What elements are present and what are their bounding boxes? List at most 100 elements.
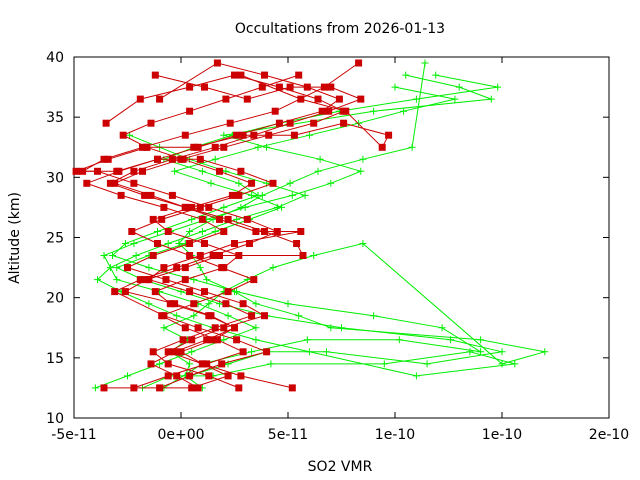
data-point-square xyxy=(83,179,91,187)
data-point-plus xyxy=(284,300,292,308)
data-point-square xyxy=(179,336,187,344)
data-point-plus xyxy=(288,191,296,199)
data-point-plus xyxy=(380,360,388,368)
series-occultation-k xyxy=(83,59,343,392)
data-point-square xyxy=(286,83,294,91)
series-line xyxy=(162,62,545,389)
data-point-square xyxy=(72,167,80,175)
data-point-square xyxy=(216,215,223,223)
data-point-plus xyxy=(220,203,228,211)
data-point-plus xyxy=(205,300,213,308)
data-point-square xyxy=(188,336,196,344)
data-point-square xyxy=(233,131,241,139)
data-point-square xyxy=(164,372,172,380)
data-point-square xyxy=(173,264,181,272)
data-point-plus xyxy=(132,252,140,259)
data-point-plus xyxy=(447,336,455,344)
data-point-square xyxy=(222,95,230,103)
data-point-square xyxy=(209,336,217,344)
data-point-square xyxy=(194,143,202,151)
data-point-square xyxy=(220,228,228,235)
data-point-square xyxy=(216,167,223,175)
data-point-plus xyxy=(188,215,196,223)
data-point-square xyxy=(102,119,110,127)
y-tick-label: 20 xyxy=(46,291,64,307)
data-point-square xyxy=(233,336,241,344)
data-point-square xyxy=(186,107,194,115)
data-point-square xyxy=(239,300,247,308)
data-point-square xyxy=(224,215,232,223)
data-point-square xyxy=(194,384,202,392)
data-point-square xyxy=(147,360,155,368)
data-point-square xyxy=(177,348,185,356)
data-point-plus xyxy=(145,264,153,272)
data-point-plus xyxy=(211,155,219,163)
data-point-plus xyxy=(220,336,228,344)
data-point-plus xyxy=(327,324,335,332)
data-point-square xyxy=(310,119,318,127)
data-point-square xyxy=(286,119,294,127)
data-point-plus xyxy=(316,155,324,163)
data-point-square xyxy=(275,119,283,127)
data-point-square xyxy=(188,203,196,211)
data-point-plus xyxy=(400,107,408,115)
data-point-plus xyxy=(160,324,168,332)
plot-area: -5e-11 0e+00 5e-11 1e-10 1e-10 2e-10 10 15 20 25 3… xyxy=(46,50,629,443)
data-point-plus xyxy=(466,348,474,356)
data-point-plus xyxy=(421,59,429,67)
data-point-square xyxy=(250,276,258,284)
data-point-plus xyxy=(359,240,367,247)
data-point-square xyxy=(186,252,194,259)
data-point-plus xyxy=(310,252,318,259)
data-point-square xyxy=(160,203,168,211)
data-point-plus xyxy=(164,240,172,247)
data-point-square xyxy=(235,384,243,392)
data-point-plus xyxy=(109,252,116,259)
data-point-plus xyxy=(154,228,161,235)
data-point-plus xyxy=(278,203,286,211)
data-point-plus xyxy=(286,179,294,187)
data-point-plus xyxy=(477,336,485,344)
data-point-square xyxy=(275,83,283,91)
data-point-square xyxy=(94,167,101,175)
data-point-square xyxy=(186,372,194,380)
data-point-square xyxy=(151,71,159,79)
data-point-square xyxy=(231,240,238,247)
data-point-plus xyxy=(207,179,215,187)
x-tick-label: 5e-11 xyxy=(268,427,308,443)
data-point-square xyxy=(203,336,211,344)
data-point-square xyxy=(213,336,221,344)
data-point-square xyxy=(147,119,155,127)
data-point-plus xyxy=(248,348,256,356)
data-point-square xyxy=(111,288,119,296)
data-point-plus xyxy=(190,312,198,320)
x-tick-label: -5e-11 xyxy=(51,427,96,443)
y-tick-label: 10 xyxy=(46,411,64,427)
series-occultation-j xyxy=(102,71,348,392)
data-point-square xyxy=(196,252,204,259)
data-point-square xyxy=(145,276,153,284)
data-point-square xyxy=(252,228,260,235)
data-point-square xyxy=(231,71,238,79)
data-point-plus xyxy=(498,360,506,368)
data-point-square xyxy=(265,131,273,139)
data-point-square xyxy=(190,143,198,151)
data-point-square xyxy=(261,71,268,79)
data-point-square xyxy=(154,240,161,247)
data-point-square xyxy=(231,324,238,332)
data-point-plus xyxy=(224,312,232,320)
data-point-plus xyxy=(477,348,485,356)
data-point-plus xyxy=(408,143,416,151)
data-point-plus xyxy=(402,71,410,79)
data-point-plus xyxy=(198,228,206,235)
data-point-square xyxy=(100,384,108,392)
data-point-square xyxy=(186,83,194,91)
data-point-square xyxy=(213,59,221,67)
data-point-square xyxy=(151,288,159,296)
data-point-square xyxy=(136,95,144,103)
data-point-square xyxy=(128,228,136,235)
data-point-plus xyxy=(203,276,211,284)
data-point-square xyxy=(378,143,386,151)
data-point-plus xyxy=(124,372,131,380)
data-point-square xyxy=(303,83,311,91)
